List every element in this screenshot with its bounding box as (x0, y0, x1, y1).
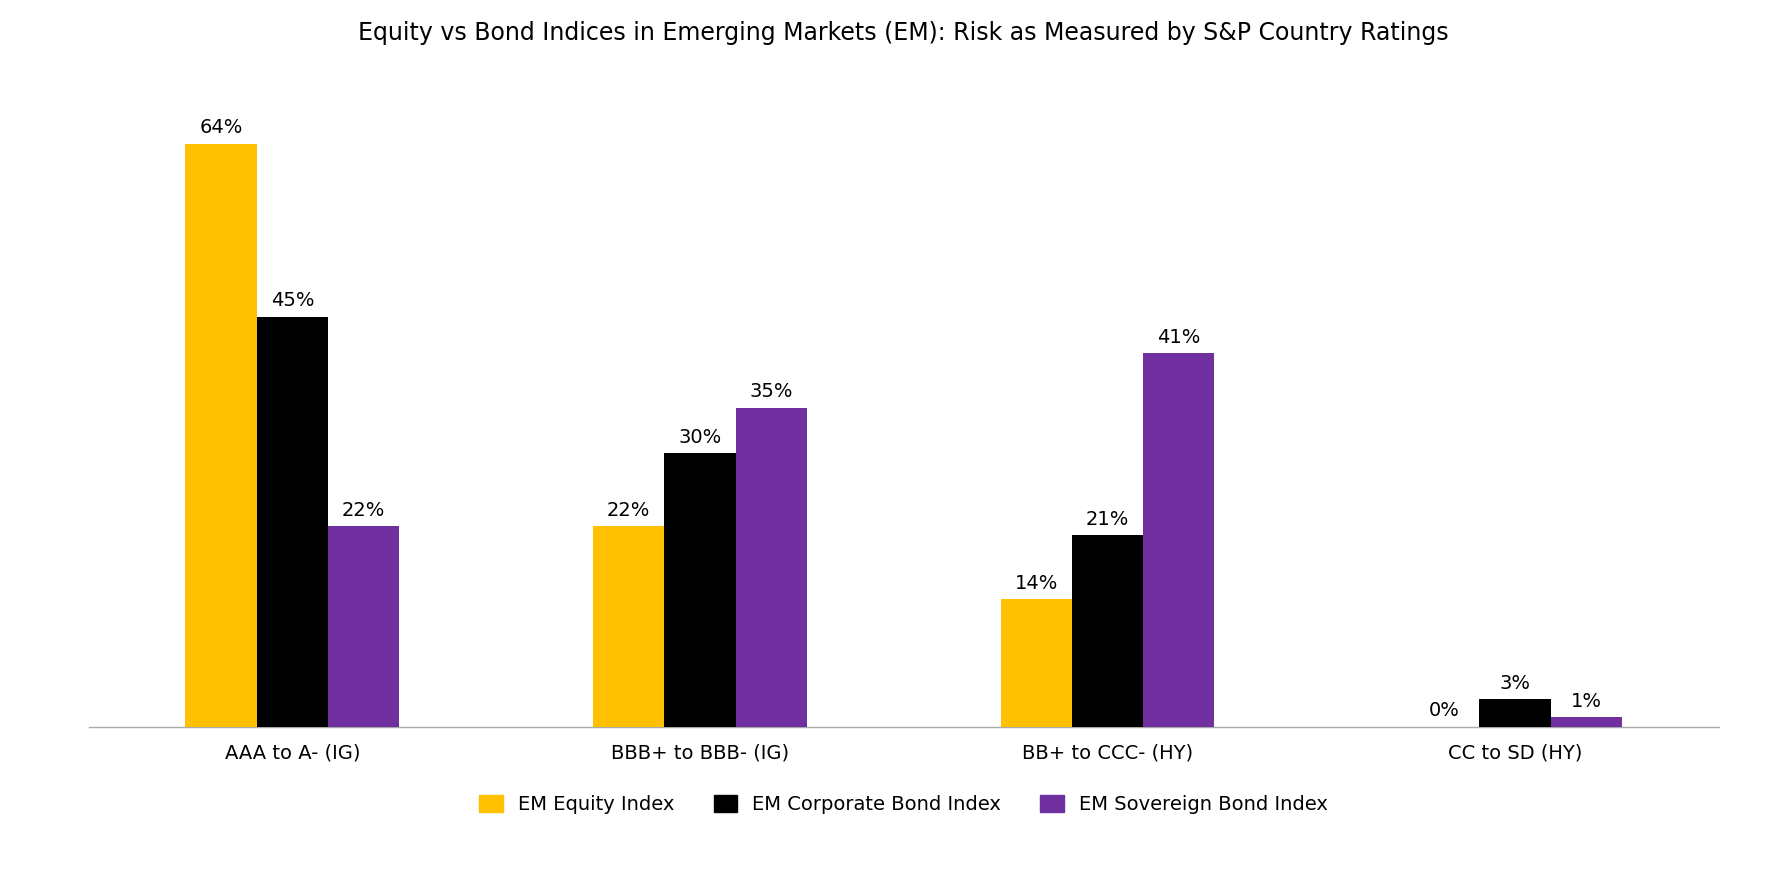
Bar (186, 144, 257, 727)
Text: 30%: 30% (679, 428, 721, 447)
Text: 0%: 0% (1428, 701, 1458, 720)
Text: 3%: 3% (1499, 674, 1531, 693)
Text: 14%: 14% (1015, 573, 1058, 593)
Bar (1480, 699, 1550, 727)
Bar (735, 408, 806, 727)
Text: 21%: 21% (1086, 510, 1129, 529)
Text: 41%: 41% (1157, 328, 1200, 346)
Text: 35%: 35% (750, 383, 794, 401)
Legend: EM Equity Index, EM Corporate Bond Index, EM Sovereign Bond Index: EM Equity Index, EM Corporate Bond Index… (471, 787, 1336, 821)
Bar (1001, 599, 1072, 727)
Bar (1143, 354, 1214, 727)
Bar (594, 526, 664, 727)
Title: Equity vs Bond Indices in Emerging Markets (EM): Risk as Measured by S&P Country: Equity vs Bond Indices in Emerging Marke… (358, 21, 1449, 45)
Bar (1550, 718, 1621, 727)
Text: 64%: 64% (200, 119, 243, 137)
Bar (328, 526, 399, 727)
Text: 45%: 45% (271, 291, 314, 310)
Bar (257, 317, 328, 727)
Text: 1%: 1% (1572, 692, 1602, 711)
Bar (1072, 535, 1143, 727)
Text: 22%: 22% (608, 501, 650, 520)
Bar (664, 454, 735, 727)
Text: 22%: 22% (342, 501, 385, 520)
